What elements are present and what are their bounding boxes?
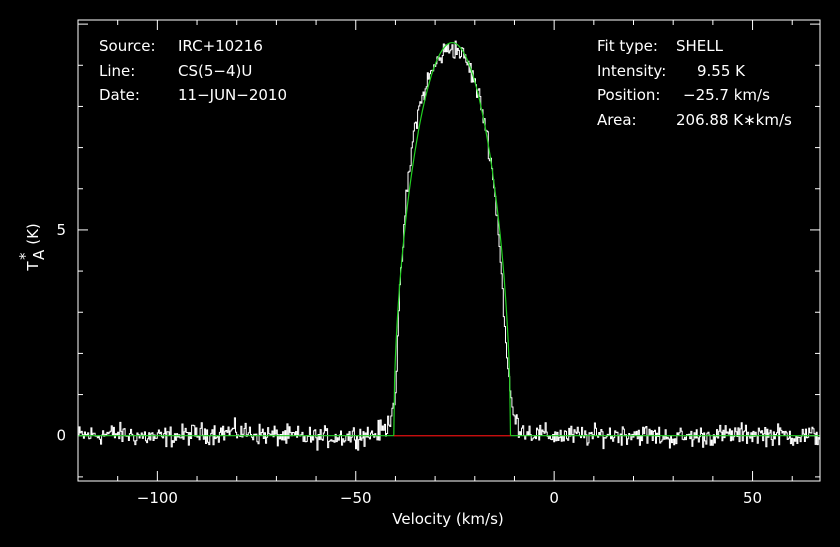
x-axis-label: Velocity (km/s) xyxy=(392,510,503,528)
source-label: Source: xyxy=(99,37,156,55)
x-tick-label: 0 xyxy=(549,489,559,507)
x-tick-label: −100 xyxy=(137,489,178,507)
area-label: Area: xyxy=(597,111,637,129)
intensity-value: 9.55 K xyxy=(697,62,746,80)
intensity-label: Intensity: xyxy=(597,62,666,80)
y-axis-label-main: T xyxy=(24,261,42,272)
y-axis-label-unit: (K) xyxy=(24,223,42,245)
shell-fit-line xyxy=(78,42,820,437)
header-right: Fit type: SHELL Intensity: 9.55 K Positi… xyxy=(597,37,792,129)
area-value: 206.88 K∗km/s xyxy=(676,111,792,129)
y-tick-label: 0 xyxy=(56,427,66,445)
date-value: 11−JUN−2010 xyxy=(178,86,287,104)
spectrum-line xyxy=(78,40,820,451)
y-axis-label-sup: * xyxy=(16,252,34,260)
y-tick-label: 5 xyxy=(56,221,66,239)
line-label: Line: xyxy=(99,62,135,80)
x-tick-label: 50 xyxy=(743,489,762,507)
plot-frame xyxy=(77,19,821,482)
fit-type-value: SHELL xyxy=(676,37,724,55)
position-value: −25.7 km/s xyxy=(683,86,770,104)
date-label: Date: xyxy=(99,86,140,104)
y-axis-label-sub: A xyxy=(30,249,48,260)
x-tick-label: −50 xyxy=(340,489,372,507)
axis-ticks xyxy=(77,20,820,481)
fit-type-label: Fit type: xyxy=(597,37,658,55)
y-axis-label: T * A (K) xyxy=(16,223,48,271)
position-label: Position: xyxy=(597,86,660,104)
source-value: IRC+10216 xyxy=(178,37,263,55)
header-left: Source: IRC+10216 Line: CS(5−4)U Date: 1… xyxy=(99,37,287,104)
axis-tick-labels: −100 −50 0 50 0 5 xyxy=(56,221,762,507)
line-value: CS(5−4)U xyxy=(178,62,252,80)
